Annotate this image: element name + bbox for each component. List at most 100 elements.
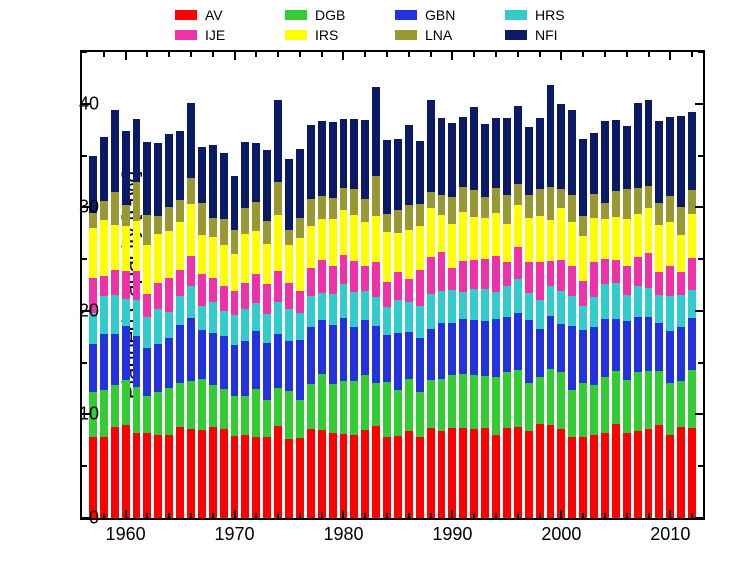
bar-seg-gbn [536, 329, 544, 378]
x-minor-tick [582, 513, 584, 518]
bar-col [601, 121, 609, 518]
bar-seg-nfi [688, 112, 696, 190]
x-minor-tick [495, 513, 497, 518]
bar-seg-gbn [231, 345, 239, 396]
bar-seg-ije [198, 274, 206, 306]
x-minor-tick [255, 52, 257, 57]
bar-seg-hrs [231, 315, 239, 345]
bar-seg-av [623, 433, 631, 518]
bar-col [176, 131, 184, 518]
chart-root: AVDGBGBNHRSIJEIRSLNANFI Planned Capacity… [0, 0, 730, 565]
bar-seg-nfi [198, 147, 206, 203]
bar-seg-dgb [568, 390, 576, 438]
bar-seg-lna [623, 189, 631, 219]
bar-seg-ije [263, 284, 271, 314]
bar-seg-nfi [143, 142, 151, 214]
bar-col [340, 119, 348, 518]
bar-seg-irs [438, 215, 446, 252]
bar-seg-hrs [350, 292, 358, 327]
x-minor-tick [103, 513, 105, 518]
bar-seg-gbn [143, 348, 151, 396]
y-tick-label: 10 [59, 404, 99, 425]
bar-seg-lna [143, 215, 151, 245]
bar-seg-nfi [220, 153, 228, 219]
legend-item-irs: IRS [285, 26, 395, 44]
bar-seg-av [481, 428, 489, 518]
bar-seg-irs [307, 226, 315, 268]
y-tick-mark [82, 310, 90, 312]
bar-seg-dgb [459, 374, 467, 428]
bar-seg-ije [645, 253, 653, 288]
bar-seg-hrs [100, 296, 108, 333]
bar-seg-hrs [525, 293, 533, 320]
bar-seg-hrs [655, 295, 663, 323]
legend-swatch [395, 10, 417, 20]
bar-seg-av [329, 433, 337, 518]
bar-seg-ije [372, 262, 380, 297]
bar-seg-av [459, 428, 467, 518]
bar-seg-ije [187, 256, 195, 286]
bar-seg-nfi [285, 159, 293, 230]
bar-seg-ije [111, 270, 119, 296]
bar-seg-gbn [361, 320, 369, 375]
legend-label: IJE [205, 27, 225, 43]
bar-seg-irs [536, 216, 544, 263]
bar-seg-dgb [318, 374, 326, 430]
y-minor-tick [82, 465, 87, 467]
bar-seg-lna [645, 186, 653, 209]
bar-seg-gbn [241, 341, 249, 396]
bar-seg-nfi [448, 123, 456, 198]
bar-seg-ije [176, 270, 184, 297]
bar-seg-dgb [187, 381, 195, 429]
bar-seg-gbn [590, 327, 598, 385]
x-minor-tick [299, 513, 301, 518]
bar-seg-dgb [492, 377, 500, 435]
bar-seg-dgb [296, 400, 304, 438]
bar-seg-irs [416, 226, 424, 269]
bar-seg-lna [361, 199, 369, 222]
bar-seg-lna [536, 189, 544, 216]
bar-seg-irs [448, 224, 456, 269]
bar-seg-gbn [405, 332, 413, 380]
bar-seg-gbn [394, 333, 402, 390]
bar-seg-gbn [165, 338, 173, 388]
bar-col [405, 125, 413, 518]
bar-seg-nfi [231, 176, 239, 230]
x-minor-tick [495, 52, 497, 57]
x-minor-tick [691, 513, 693, 518]
bar-seg-gbn [525, 320, 533, 383]
bar-col [590, 133, 598, 518]
bar-seg-dgb [154, 392, 162, 435]
bar-seg-lna [252, 202, 260, 231]
bar-seg-gbn [209, 333, 217, 386]
y-tick-mark [82, 206, 90, 208]
bar-seg-dgb [470, 375, 478, 429]
bar-col [427, 100, 435, 518]
bar-seg-nfi [634, 103, 642, 188]
bar-seg-gbn [89, 344, 97, 392]
bar-seg-av [165, 435, 173, 518]
bar-seg-nfi [340, 119, 348, 187]
bar-seg-hrs [634, 286, 642, 317]
bar-seg-ije [209, 278, 217, 302]
bar-col [361, 120, 369, 518]
x-tick-mark [125, 510, 127, 518]
bar-seg-irs [198, 235, 206, 273]
bar-seg-av [307, 429, 315, 518]
bar-seg-av [438, 431, 446, 518]
bar-seg-av [579, 437, 587, 518]
bar-seg-gbn [154, 344, 162, 392]
bar-seg-av [143, 433, 151, 518]
bar-seg-lna [601, 203, 609, 219]
x-minor-tick [321, 52, 323, 57]
bar-col [547, 85, 555, 518]
x-minor-tick [691, 52, 693, 57]
bar-seg-dgb [666, 383, 674, 435]
bar-seg-av [612, 424, 620, 518]
bar-seg-hrs [383, 307, 391, 335]
bar-seg-lna [557, 189, 565, 209]
bar-seg-av [536, 424, 544, 518]
x-tick-label: 1960 [106, 524, 146, 545]
x-minor-tick [648, 513, 650, 518]
bar-seg-irs [285, 245, 293, 283]
